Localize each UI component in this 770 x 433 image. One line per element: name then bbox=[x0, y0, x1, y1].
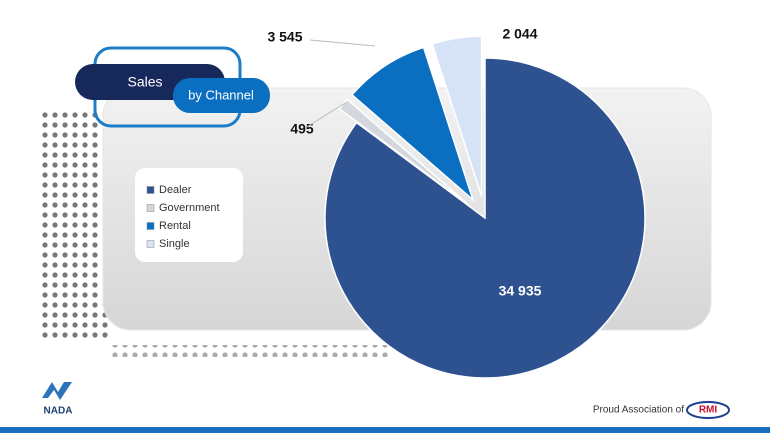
legend-swatch bbox=[146, 186, 155, 194]
rmi-badge bbox=[686, 401, 730, 419]
subtitle: by Channel bbox=[188, 87, 254, 102]
pie-slice bbox=[431, 35, 483, 197]
pie-slice bbox=[350, 46, 475, 202]
partner: RMI bbox=[699, 405, 718, 416]
legend-box bbox=[135, 168, 243, 262]
tagline: Proud Association of bbox=[593, 405, 684, 416]
legend-label: Rental bbox=[159, 220, 191, 232]
halftone bbox=[108, 345, 388, 357]
data-label: 3 545 bbox=[267, 29, 302, 45]
leader-line bbox=[304, 102, 346, 129]
title: Sales bbox=[127, 74, 162, 90]
subtitle-pill bbox=[173, 78, 270, 113]
leader-line bbox=[309, 39, 376, 47]
footer-bar bbox=[0, 427, 770, 433]
legend-label: Single bbox=[159, 238, 190, 250]
data-label: 34 935 bbox=[499, 283, 542, 299]
legend-label: Government bbox=[159, 202, 220, 214]
legend: Dealer Government Rental Single bbox=[146, 184, 220, 250]
halftone bbox=[40, 110, 110, 340]
data-label: 495 bbox=[290, 121, 314, 137]
legend-label: Dealer bbox=[159, 184, 192, 196]
legend-swatch bbox=[146, 240, 155, 248]
legend-swatch bbox=[146, 204, 155, 212]
pie-slice bbox=[324, 57, 646, 379]
data-label: 2 044 bbox=[502, 26, 537, 42]
nada-logo bbox=[42, 382, 72, 400]
logo-text: NADA bbox=[44, 406, 73, 417]
pie: 34 935 495 3 545 2 044 bbox=[267, 26, 646, 379]
legend-swatch bbox=[146, 222, 155, 230]
